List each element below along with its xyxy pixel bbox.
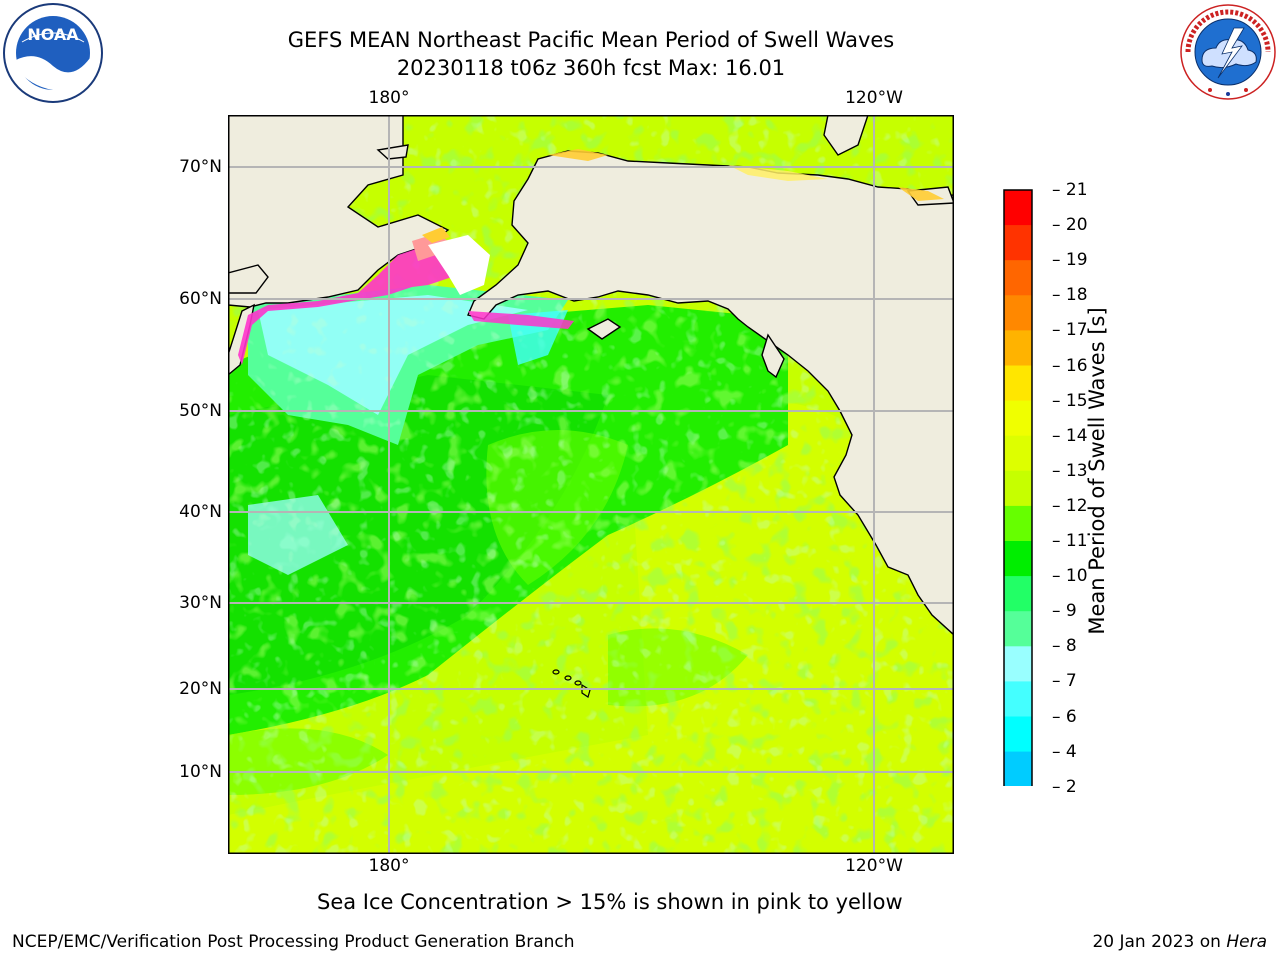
colorbar-swatch [1004,611,1032,647]
colorbar-swatch [1004,751,1032,788]
lat-tick-10n: 10°N [179,762,222,782]
colorbar-tick: – 11 [1052,531,1088,551]
sea-ice-note: Sea Ice Concentration > 15% is shown in … [317,890,903,914]
colorbar-swatch [1004,541,1032,577]
lat-tick-40n: 40°N [179,502,222,522]
lon-tick-bottom-180: 180° [368,856,410,876]
colorbar-swatch [1004,225,1032,261]
colorbar-swatch [1004,435,1032,472]
colorbar-swatch [1004,716,1032,753]
lat-tick-50n: 50°N [179,401,222,421]
lon-tick-bottom-120w: 120°W [845,856,903,876]
noaa-logo: NOAA [2,2,104,108]
run-host: Hera [1226,932,1267,952]
colorbar-tick: – 19 [1052,250,1088,271]
colorbar-tick: – 14 [1052,425,1088,446]
colorbar-tick: – 4 [1052,741,1077,762]
graticule [228,115,954,854]
colorbar-swatch [1004,681,1032,717]
lat-tick-70n: 70°N [179,157,222,177]
colorbar-swatch [1004,260,1032,296]
colorbar-swatch [1004,505,1032,542]
colorbar-swatch [1004,330,1032,366]
colorbar [1000,186,1040,851]
lat-tick-30n: 30°N [179,593,222,613]
colorbar-tick: – 16 [1052,355,1088,376]
title-line-2: 20230118 t06z 360h fcst Max: 16.01 [396,56,786,80]
colorbar-tick: – 21 [1052,180,1088,200]
colorbar-swatch [1004,295,1032,331]
colorbar-swatch [1004,365,1032,402]
colorbar-label: Mean Period of Swell Waves [s] [1085,307,1109,635]
hawaii-islands [552,669,591,698]
lon-tick-top-120w: 120°W [845,88,903,108]
colorbar-tick: – 15 [1052,390,1088,411]
colorbar-swatches [1003,189,1033,851]
map-canvas [228,115,954,854]
title-line-1: GEFS MEAN Northeast Pacific Mean Period … [287,28,895,52]
colorbar-tick: – 2 [1052,776,1077,797]
credit-line: NCEP/EMC/Verification Post Processing Pr… [12,932,575,952]
colorbar-swatch [1004,576,1032,612]
colorbar-swatch [1004,400,1032,437]
run-date: 20 Jan 2023 on Hera [1092,932,1267,952]
noaa-logo-text: NOAA [27,25,79,44]
colorbar-tick: – 7 [1052,671,1077,692]
colorbar-tick: – 18 [1052,285,1088,306]
nws-logo [1178,2,1278,106]
colorbar-tick: – 20 [1052,215,1088,236]
colorbar-swatch [1004,646,1032,682]
lat-tick-60n: 60°N [179,289,222,309]
colorbar-tick: – 13 [1052,460,1088,481]
colorbar-tick: – 6 [1052,706,1077,727]
colorbar-tick: – 8 [1052,636,1077,657]
colorbar-swatch [1004,470,1032,507]
colorbar-tick: – 9 [1052,601,1077,622]
run-date-text: 20 Jan 2023 on [1092,932,1227,952]
map-panel [228,115,954,858]
colorbar-tick: – 12 [1052,495,1088,516]
colorbar-swatch [1004,190,1032,226]
chart-title: GEFS MEAN Northeast Pacific Mean Period … [0,26,1182,82]
lon-tick-top-180: 180° [368,88,410,108]
lat-tick-20n: 20°N [179,679,222,699]
colorbar-tick: – 17 [1052,320,1088,341]
colorbar-tick: – 10 [1052,566,1088,587]
